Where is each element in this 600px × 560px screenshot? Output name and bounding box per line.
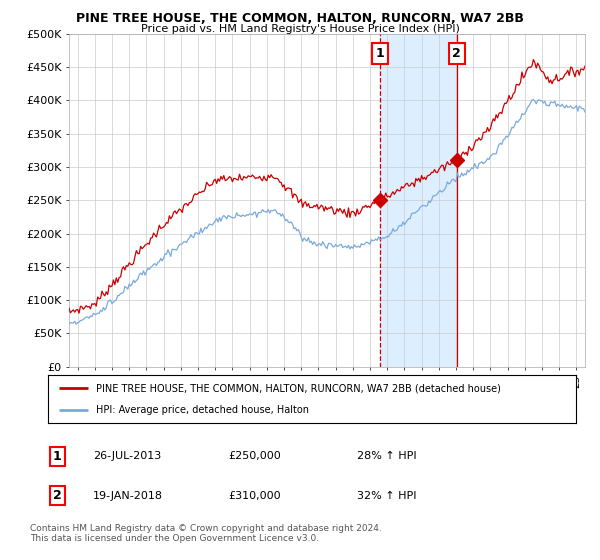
Text: HPI: Average price, detached house, Halton: HPI: Average price, detached house, Halt…: [95, 405, 308, 415]
Text: 2: 2: [452, 47, 461, 60]
Text: Contains HM Land Registry data © Crown copyright and database right 2024.: Contains HM Land Registry data © Crown c…: [30, 524, 382, 533]
Bar: [380, 34, 457, 367]
Text: 19-JAN-2018: 19-JAN-2018: [93, 491, 163, 501]
Text: 1: 1: [376, 47, 384, 60]
Text: PINE TREE HOUSE, THE COMMON, HALTON, RUNCORN, WA7 2BB: PINE TREE HOUSE, THE COMMON, HALTON, RUN…: [76, 12, 524, 25]
Text: £310,000: £310,000: [228, 491, 281, 501]
Text: This data is licensed under the Open Government Licence v3.0.: This data is licensed under the Open Gov…: [30, 534, 319, 543]
Text: PINE TREE HOUSE, THE COMMON, HALTON, RUNCORN, WA7 2BB (detached house): PINE TREE HOUSE, THE COMMON, HALTON, RUN…: [95, 383, 500, 393]
Text: 1: 1: [53, 450, 61, 463]
Text: £250,000: £250,000: [228, 451, 281, 461]
Text: Price paid vs. HM Land Registry's House Price Index (HPI): Price paid vs. HM Land Registry's House …: [140, 24, 460, 34]
Text: 2: 2: [53, 489, 61, 502]
Text: 32% ↑ HPI: 32% ↑ HPI: [357, 491, 416, 501]
Text: 28% ↑ HPI: 28% ↑ HPI: [357, 451, 416, 461]
Text: 26-JUL-2013: 26-JUL-2013: [93, 451, 161, 461]
